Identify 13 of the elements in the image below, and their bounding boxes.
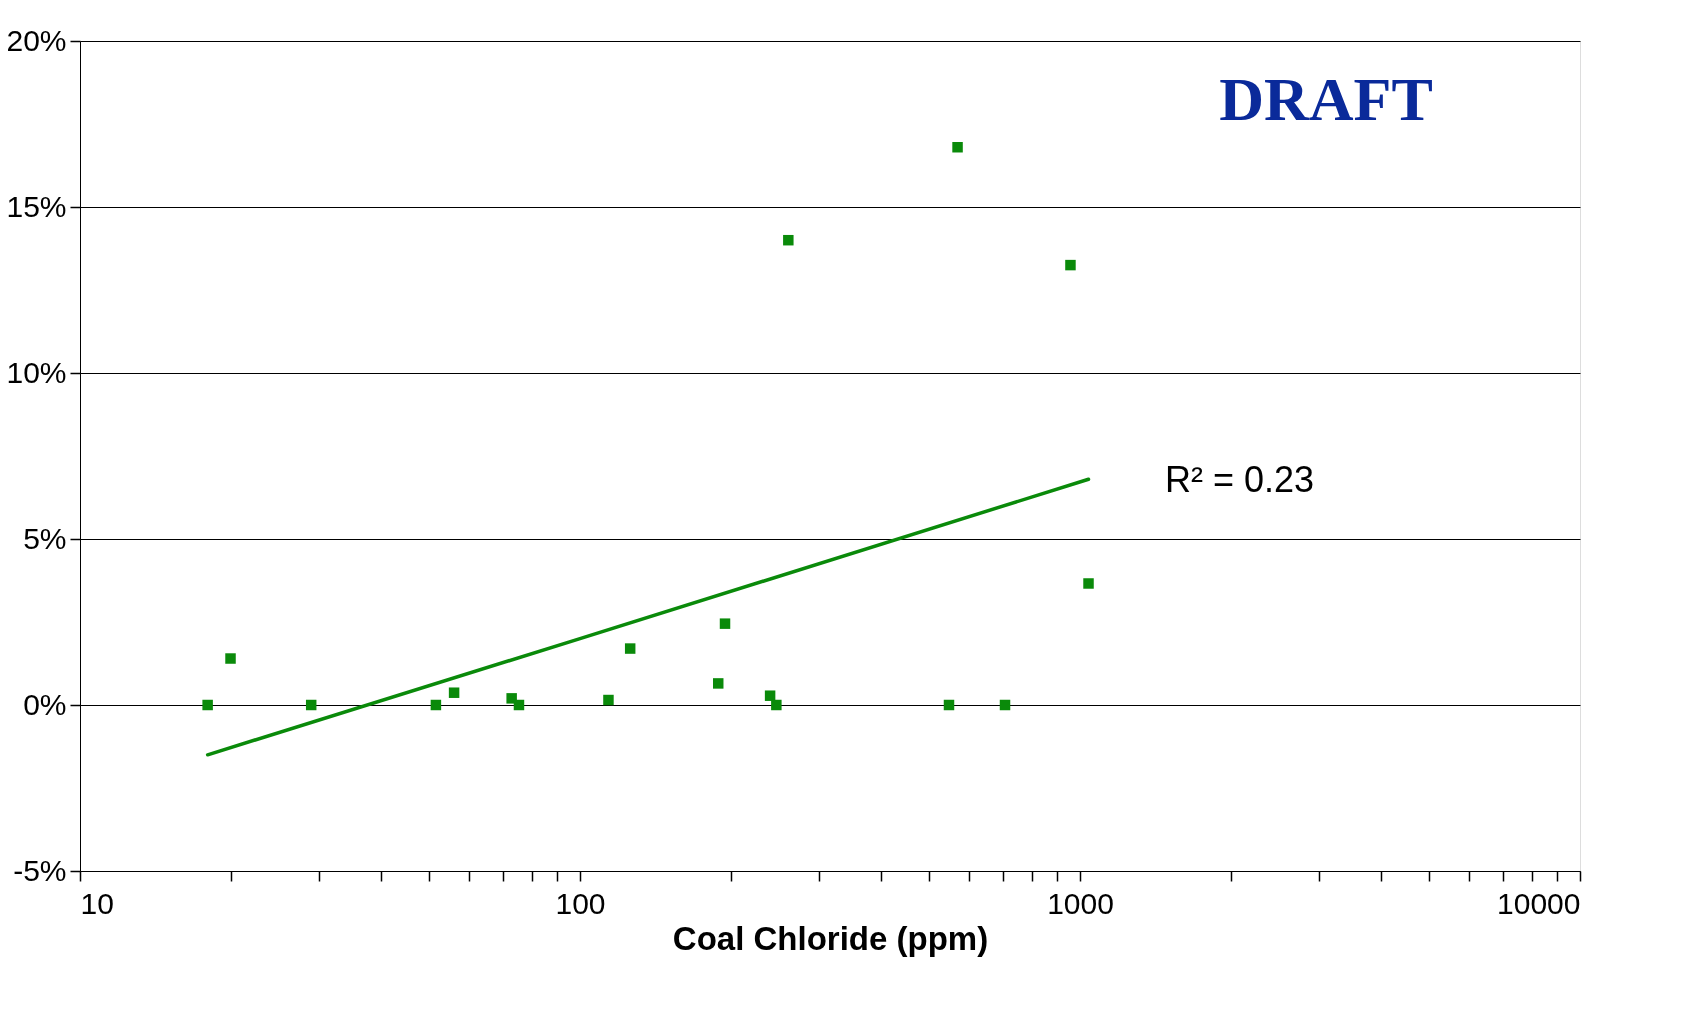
y-tick-label: 0%	[23, 687, 67, 721]
annotation: DRAFT	[1219, 65, 1433, 133]
y-tick-label: -5%	[13, 853, 67, 887]
y-tick-label: 15%	[6, 189, 67, 223]
annotation: R² = 0.23	[1165, 459, 1315, 500]
x-tick-label: 10	[80, 886, 114, 920]
x-tick-label: 100	[555, 886, 606, 920]
y-tick-label: 10%	[6, 355, 67, 389]
x-tick-label: 1000	[1047, 886, 1114, 920]
x-tick-label: 10000	[1497, 886, 1581, 920]
y-tick-label: 20%	[6, 23, 67, 57]
x-axis-title: Coal Chloride (ppm)	[672, 919, 989, 957]
y-tick-label: 5%	[23, 521, 67, 555]
